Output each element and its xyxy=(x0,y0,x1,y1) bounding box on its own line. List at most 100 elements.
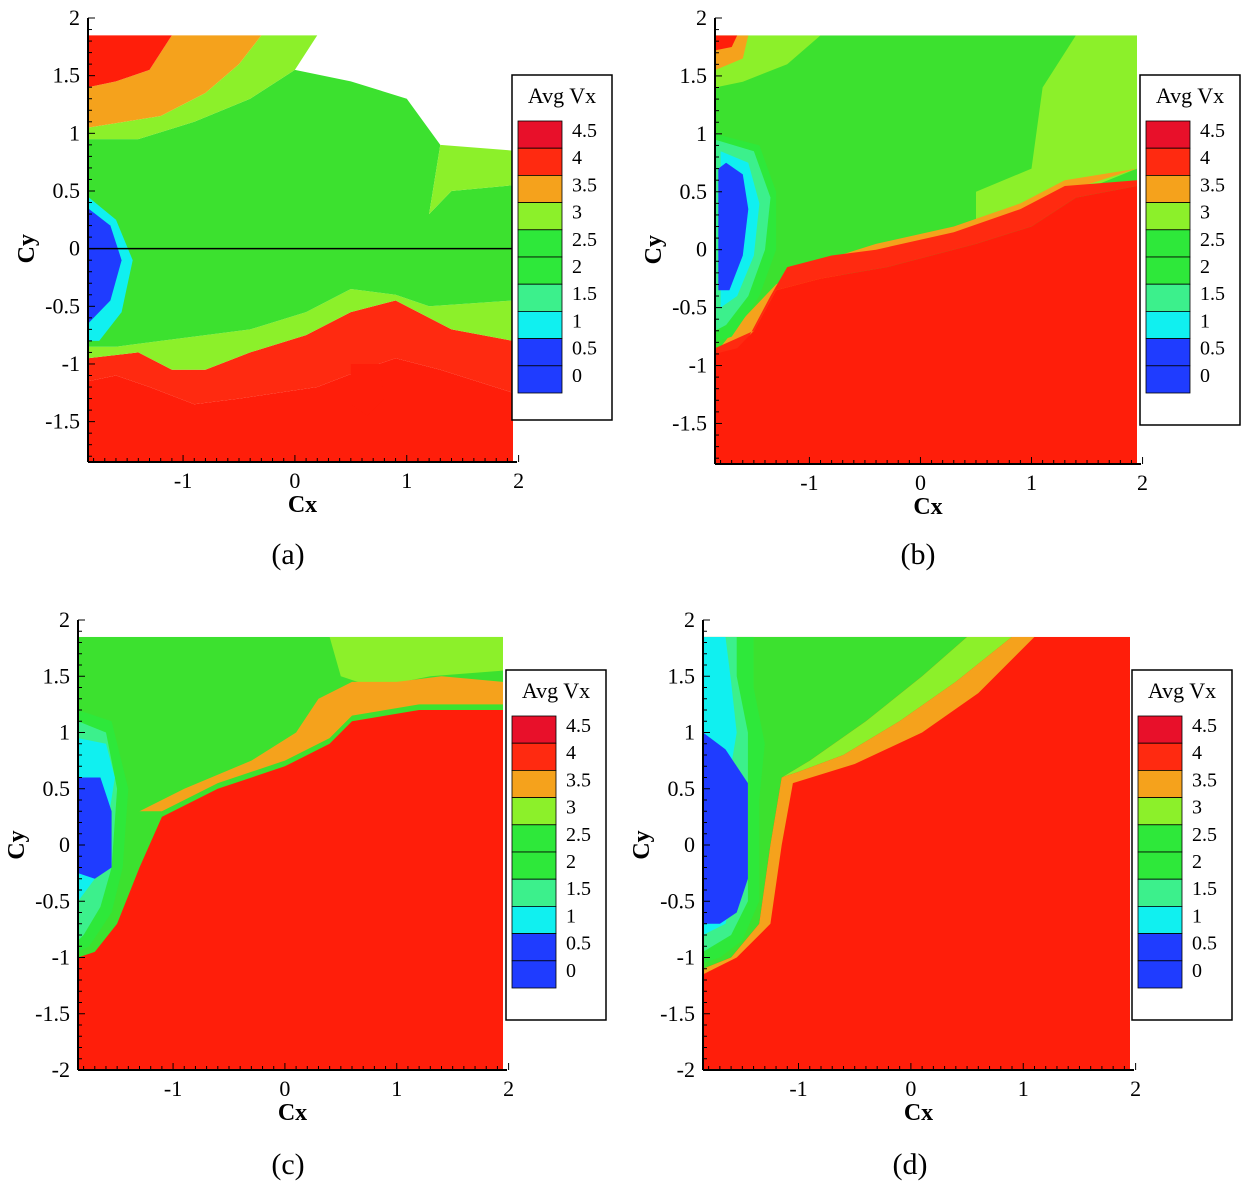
legend-label: 2 xyxy=(1192,851,1202,873)
legend-label: 3 xyxy=(1200,202,1210,224)
y-tick-label: 1 xyxy=(59,720,70,745)
y-tick-label: 0 xyxy=(684,832,695,857)
y-tick-label: -1.5 xyxy=(660,1001,695,1026)
legend-label: 3 xyxy=(572,202,582,224)
legend-swatch xyxy=(1137,905,1183,934)
legend-swatch xyxy=(517,120,563,149)
contour-region-level-4 xyxy=(88,300,513,405)
legend-swatch xyxy=(1137,742,1183,771)
x-tick-label: 2 xyxy=(1137,470,1148,495)
legend-swatch xyxy=(517,147,563,176)
y-tick-label: 2 xyxy=(696,5,707,30)
contour-region-level-4 xyxy=(715,180,1137,366)
legend-label: 2 xyxy=(566,851,576,873)
legend-swatch xyxy=(511,715,557,744)
legend-swatch xyxy=(517,229,563,258)
contour-region-level-3 xyxy=(976,35,1137,244)
legend-label: 3.5 xyxy=(572,174,597,196)
contour-region-level-4_5 xyxy=(78,710,503,1070)
legend-label: 2 xyxy=(1200,256,1210,278)
y-tick-label: 0 xyxy=(59,832,70,857)
legend-label: 4.5 xyxy=(1200,120,1225,142)
contour-panel-d: -2 -1.5 -1 -0.5 0 0.5 1 1.5 2 -1 0 1 2 Cx Cy Avg Vx 4.5 4… xyxy=(625,600,1250,1130)
y-tick-label: 0 xyxy=(696,237,707,262)
y-tick-label: 2 xyxy=(69,5,80,30)
legend-title: Avg Vx xyxy=(522,678,590,703)
contour-region-level-4_5 xyxy=(715,35,738,51)
legend-swatch xyxy=(1145,202,1191,231)
legend-label: 1 xyxy=(566,905,576,927)
legend-label: 3.5 xyxy=(566,769,591,791)
legend-swatch xyxy=(511,878,557,907)
y-axis-label: Cy xyxy=(4,830,30,859)
x-axis-label: Cx xyxy=(904,1100,933,1126)
legend-label: 1.5 xyxy=(1200,283,1225,305)
legend-label: 3 xyxy=(566,797,576,819)
legend-swatch xyxy=(1145,229,1191,258)
legend-swatch xyxy=(511,742,557,771)
legend-label: 4 xyxy=(566,742,576,764)
y-tick-label: 0 xyxy=(69,236,80,261)
y-tick-label: -2 xyxy=(677,1057,695,1082)
contour-region-level-3 xyxy=(329,636,503,688)
legend-label: 0 xyxy=(1200,365,1210,387)
legend-swatch xyxy=(517,174,563,203)
x-tick-label: 0 xyxy=(289,468,300,493)
legend-swatch xyxy=(1145,365,1191,394)
x-tick-label: -1 xyxy=(174,468,192,493)
legend-swatch xyxy=(1145,174,1191,203)
legend-swatch xyxy=(517,202,563,231)
contour-region-level-2_5 xyxy=(88,69,513,347)
x-tick-label: -1 xyxy=(800,470,818,495)
legend-swatch xyxy=(1145,147,1191,176)
y-axis-label: Cy xyxy=(641,235,667,264)
contour-panel-a: -1.5 -1 -0.5 0 0.5 1 1.5 2 -1 0 1 2 Cx Cy Avg Vx 4.5 4 3.… xyxy=(0,0,625,520)
y-tick-label: -0.5 xyxy=(660,888,695,913)
y-axis-label: Cy xyxy=(14,234,40,263)
y-tick-label: -2 xyxy=(52,1057,70,1082)
legend-swatch xyxy=(517,283,563,312)
x-tick-label: 1 xyxy=(1018,1076,1029,1101)
legend-label: 0 xyxy=(1192,960,1202,982)
x-axis-label: Cx xyxy=(913,494,942,520)
caption-b: (b) xyxy=(900,538,936,571)
x-tick-label: 1 xyxy=(391,1076,402,1101)
legend-label: 3.5 xyxy=(1200,174,1225,196)
x-tick-label: 0 xyxy=(279,1076,290,1101)
legend-label: 2.5 xyxy=(566,824,591,846)
legend-swatch xyxy=(517,256,563,285)
x-tick-label: 2 xyxy=(1130,1076,1141,1101)
legend-label: 0 xyxy=(572,365,582,387)
legend-label: 4.5 xyxy=(572,120,597,142)
y-tick-label: -1 xyxy=(52,945,70,970)
contour-region-level-2_5 xyxy=(703,636,968,969)
contour-panel-c: -2 -1.5 -1 -0.5 0 0.5 1 1.5 2 -1 0 1 2 Cx Cy Avg Vx 4.5 4… xyxy=(0,600,625,1130)
y-tick-label: -0.5 xyxy=(672,295,707,320)
x-tick-label: -1 xyxy=(164,1076,182,1101)
legend-swatch xyxy=(1145,338,1191,367)
x-tick-label: 0 xyxy=(915,470,926,495)
legend-label: 1.5 xyxy=(572,283,597,305)
contour-region-level-4_5 xyxy=(350,364,385,416)
y-tick-label: 2 xyxy=(684,607,695,632)
y-tick-label: 1.5 xyxy=(680,63,708,88)
contour-region-level-3 xyxy=(781,636,1012,778)
y-tick-label: -1.5 xyxy=(35,1001,70,1026)
x-tick-label: 1 xyxy=(401,468,412,493)
contour-region-level-3_5 xyxy=(139,676,503,812)
y-tick-label: 1 xyxy=(684,720,695,745)
legend-swatch xyxy=(1137,933,1183,962)
contour-region-level-3 xyxy=(88,35,318,140)
x-tick-label: 2 xyxy=(503,1076,514,1101)
y-tick-label: 2 xyxy=(59,607,70,632)
legend-swatch xyxy=(1145,310,1191,339)
legend-swatch xyxy=(517,338,563,367)
legend-label: 1.5 xyxy=(566,878,591,900)
legend-swatch xyxy=(517,310,563,339)
x-axis-label: Cx xyxy=(288,492,317,518)
legend-label: 1 xyxy=(1192,905,1202,927)
caption-d: (d) xyxy=(892,1148,928,1181)
y-axis-label: Cy xyxy=(629,830,655,859)
y-tick-label: 0.5 xyxy=(668,776,696,801)
legend-label: 0.5 xyxy=(572,338,597,360)
